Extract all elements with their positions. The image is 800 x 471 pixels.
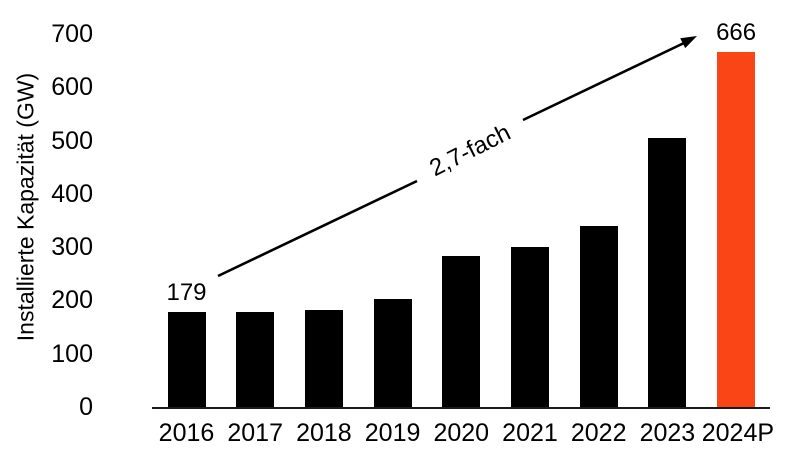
x-tick-label-2019: 2019 [364,419,421,447]
bar-2022 [579,225,618,407]
x-tick-label-2016: 2016 [158,419,215,447]
bar-2017 [236,312,275,407]
y-tick-label: 200 [51,286,93,315]
bar-2021 [511,247,549,407]
x-tick-label-2024P: 2024P [701,419,775,447]
y-tick-label: 400 [51,179,93,208]
x-axis-line [152,407,770,409]
y-tick-label: 600 [51,73,93,102]
x-tick-label-2022: 2022 [570,419,627,447]
bar-2018 [304,310,343,407]
y-tick-label: 100 [51,339,93,368]
bar-2023 [648,137,687,407]
x-tick-label-2020: 2020 [433,419,490,447]
bar-value-label-2016: 179 [166,278,207,306]
annotation-label: 2,7-fach [425,119,515,182]
y-tick-label: 300 [51,233,93,262]
y-tick-label: 700 [51,20,93,48]
bar-2019 [373,299,412,407]
y-tick-label: 500 [51,126,93,155]
bar-2024P [717,52,756,407]
x-tick-label-2018: 2018 [296,419,352,447]
arrow-line-segment-2 [522,41,685,122]
bar-2020 [442,255,481,407]
arrow-line-segment-1 [217,179,418,278]
y-tick-label: 0 [79,393,93,421]
x-tick-label-2023: 2023 [639,419,696,447]
bar-value-label-2024P: 666 [716,19,757,47]
x-tick-label-2017: 2017 [227,419,283,447]
bar-2016 [167,311,206,407]
x-tick-label-2021: 2021 [502,419,558,447]
